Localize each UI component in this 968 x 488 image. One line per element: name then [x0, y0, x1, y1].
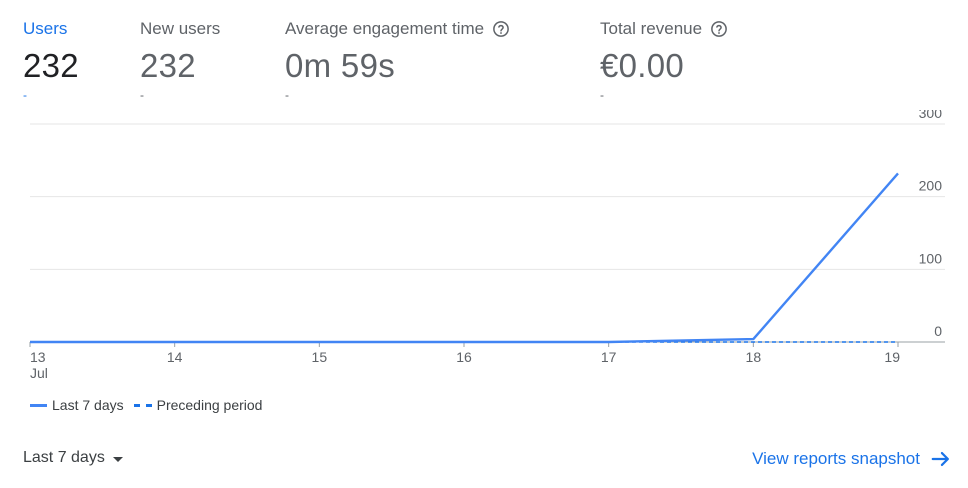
- legend-item-last-7-days: Last 7 days: [30, 397, 124, 413]
- x-tick-label: 13: [30, 349, 46, 365]
- arrow-right-icon: [931, 451, 949, 467]
- x-tick-label: 18: [746, 349, 762, 365]
- metric-label: New users: [140, 18, 220, 40]
- metric-change: -: [285, 88, 289, 102]
- chart-series: [30, 172, 899, 344]
- help-icon[interactable]: [492, 20, 510, 38]
- metric-card-users[interactable]: Users 232 -: [23, 18, 79, 101]
- metric-label: Average engagement time: [285, 18, 510, 40]
- y-tick-label: 200: [919, 178, 943, 194]
- x-tick-label: 16: [456, 349, 472, 365]
- chart-gridlines: [30, 123, 945, 343]
- metric-card-total-revenue[interactable]: Total revenue €0.00 -: [600, 18, 728, 101]
- view-reports-snapshot-link[interactable]: View reports snapshot: [752, 448, 952, 470]
- help-icon[interactable]: [710, 20, 728, 38]
- metric-label: Total revenue: [600, 18, 728, 40]
- metric-label-text: Total revenue: [600, 19, 703, 38]
- date-range-label: Last 7 days: [23, 449, 105, 466]
- metric-value: €0.00: [600, 47, 685, 84]
- series-line-last-7-days: [30, 172, 899, 344]
- metric-value: 232: [23, 47, 79, 84]
- chart-legend: Last 7 days Preceding period: [30, 397, 272, 413]
- metric-card-new-users[interactable]: New users 232 -: [140, 18, 220, 101]
- metric-label-text: New users: [140, 19, 221, 38]
- x-month-label: Jul: [30, 365, 48, 381]
- x-tick-label: 19: [884, 349, 900, 365]
- metric-value: 232: [140, 47, 196, 84]
- legend-label: Last 7 days: [52, 397, 124, 413]
- legend-dashed-line-swatch: [133, 403, 152, 407]
- y-tick-label: 100: [919, 250, 943, 266]
- metric-label-text: Average engagement time: [285, 19, 485, 38]
- metric-label: Users: [23, 18, 79, 40]
- legend-solid-line-swatch: [30, 403, 47, 407]
- caret-down-icon: [112, 456, 123, 462]
- users-line-chart: 0 100 200 300 13 14 15 16 17 18 19 Jul: [29, 110, 945, 381]
- y-axis-tick-labels: 0 100 200 300: [919, 110, 943, 339]
- metric-value: 0m 59s: [285, 47, 396, 84]
- metric-card-average-engagement-time[interactable]: Average engagement time 0m 59s -: [285, 18, 510, 101]
- date-range-dropdown[interactable]: Last 7 days: [23, 449, 123, 467]
- y-tick-label: 0: [934, 323, 942, 339]
- x-tick-label: 15: [312, 349, 328, 365]
- y-tick-label: 300: [919, 110, 943, 121]
- x-tick-label: 14: [167, 349, 183, 365]
- snapshot-link-label: View reports snapshot: [752, 449, 920, 468]
- metric-change: -: [600, 88, 604, 102]
- legend-label: Preceding period: [156, 397, 263, 413]
- x-tick-label: 17: [601, 349, 617, 365]
- metric-change: -: [140, 88, 144, 102]
- metric-change: -: [23, 88, 27, 102]
- x-axis-tick-labels: 13 14 15 16 17 18 19 Jul: [29, 342, 900, 381]
- metric-label-text: Users: [23, 19, 68, 38]
- legend-item-preceding-period: Preceding period: [133, 397, 263, 413]
